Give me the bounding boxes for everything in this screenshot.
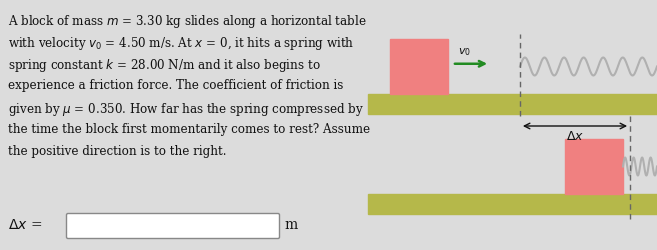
Text: with velocity $v_0$ = 4.50 m/s. At $x$ = 0, it hits a spring with: with velocity $v_0$ = 4.50 m/s. At $x$ =… [8, 35, 354, 52]
Text: the positive direction is to the right.: the positive direction is to the right. [8, 144, 227, 157]
Bar [368, 194, 657, 214]
Text: the time the block first momentarily comes to rest? Assume: the time the block first momentarily com… [8, 122, 370, 136]
Bar [390, 40, 448, 94]
FancyBboxPatch shape [66, 214, 279, 238]
Text: experience a friction force. The coefficient of friction is: experience a friction force. The coeffic… [8, 79, 344, 92]
Text: $v_0$: $v_0$ [457, 46, 470, 58]
Text: given by $\mu$ = 0.350. How far has the spring compressed by: given by $\mu$ = 0.350. How far has the … [8, 100, 364, 117]
Text: A block of mass $m$ = 3.30 kg slides along a horizontal table: A block of mass $m$ = 3.30 kg slides alo… [8, 13, 367, 30]
Bar [565, 140, 623, 194]
Text: spring constant $k$ = 28.00 N/m and it also begins to: spring constant $k$ = 28.00 N/m and it a… [8, 57, 321, 74]
Text: $\Delta x$ =: $\Delta x$ = [8, 217, 42, 231]
Text: $\Delta x$: $\Delta x$ [566, 130, 584, 142]
Text: m: m [284, 217, 297, 231]
Bar [368, 94, 657, 114]
